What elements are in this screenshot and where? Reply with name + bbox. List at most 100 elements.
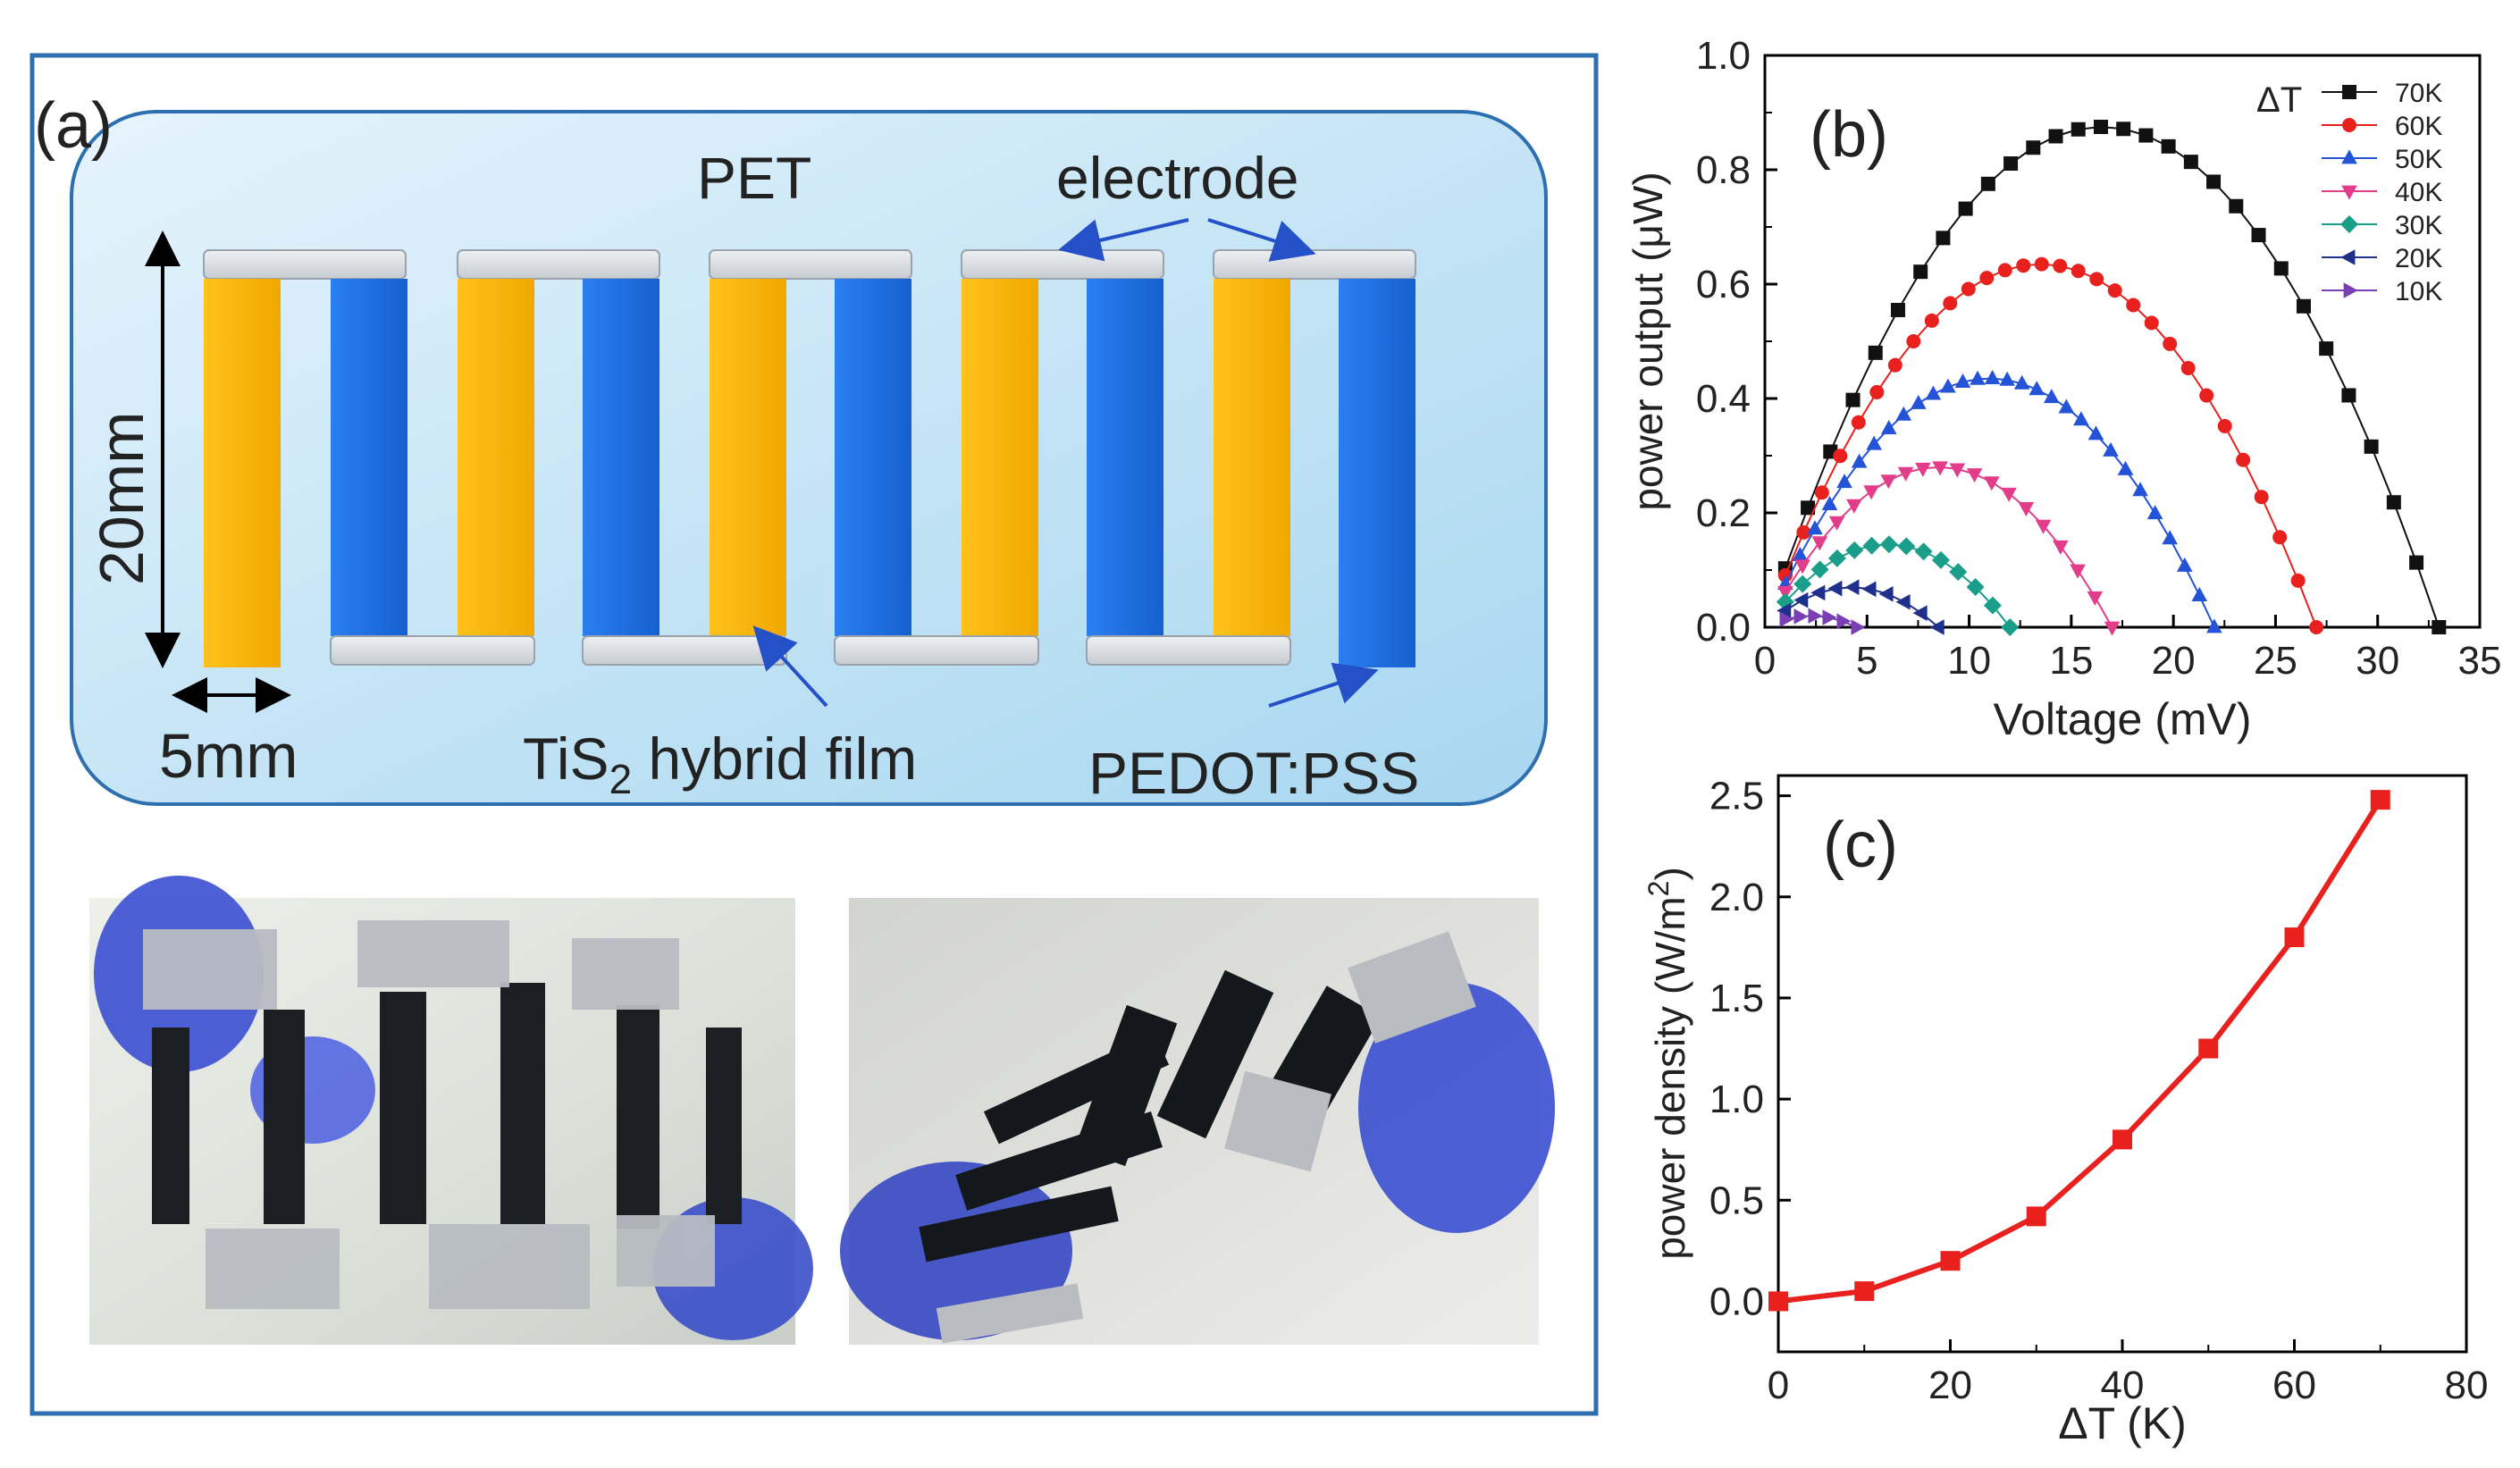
data-point-60K bbox=[2126, 298, 2141, 313]
chart-b-y-tick-label: 0.0 bbox=[1696, 606, 1751, 650]
data-point-40K bbox=[1846, 499, 1862, 514]
data-point-20K bbox=[1912, 605, 1928, 621]
data-point-50K bbox=[2029, 381, 2045, 396]
data-point-60K bbox=[2290, 573, 2306, 588]
power-density-point bbox=[2026, 1206, 2046, 1227]
legend-marker-10K bbox=[2343, 282, 2358, 298]
data-point-60K bbox=[1997, 263, 2012, 278]
chart-c-x-tick-label: 80 bbox=[2445, 1363, 2489, 1407]
data-point-60K bbox=[1979, 271, 1995, 286]
legend-label-60K: 60K bbox=[2395, 112, 2442, 141]
data-point-10K bbox=[1779, 611, 1794, 627]
data-point-50K bbox=[2103, 441, 2119, 457]
data-point-30K bbox=[1845, 541, 1864, 559]
chart-c-y-tick-label: 2.5 bbox=[1709, 775, 1764, 818]
data-point-50K bbox=[1970, 370, 1986, 385]
chart-b-panel-label: (b) bbox=[1810, 99, 1888, 171]
data-point-60K bbox=[2144, 315, 2159, 331]
data-point-20K bbox=[1777, 602, 1792, 619]
data-point-30K bbox=[1793, 575, 1812, 593]
legend-label-40K: 40K bbox=[2395, 178, 2442, 207]
chart-b-x-tick-label: 25 bbox=[2254, 639, 2297, 683]
data-point-70K bbox=[2183, 155, 2198, 170]
data-point-50K bbox=[1911, 394, 1927, 409]
legend-marker-60K bbox=[2342, 118, 2356, 132]
data-point-60K bbox=[2199, 388, 2214, 403]
chart-b-x-tick-label: 35 bbox=[2458, 639, 2502, 683]
bottom-electrode-3 bbox=[834, 635, 1039, 666]
data-point-70K bbox=[2409, 555, 2424, 570]
pedot-leg-3 bbox=[835, 279, 911, 636]
data-point-40K bbox=[2018, 502, 2035, 517]
data-point-30K bbox=[1879, 535, 1898, 554]
series-line-70K bbox=[1784, 126, 2440, 628]
data-point-40K bbox=[2053, 540, 2069, 555]
data-point-40K bbox=[1863, 485, 1879, 500]
data-point-30K bbox=[1862, 536, 1881, 555]
series-40K bbox=[1777, 461, 2121, 636]
tis2-leg-5 bbox=[1214, 279, 1290, 636]
chart-c-x-axis-title: ΔT (K) bbox=[2058, 1398, 2187, 1448]
series-20K bbox=[1777, 579, 1945, 635]
pedot-label: PEDOT:PSS bbox=[1088, 740, 1419, 806]
chart-b-legend-title: ΔT bbox=[2256, 80, 2302, 120]
chart-b-x-tick-label: 20 bbox=[2152, 639, 2196, 683]
chart-c-y-axis-title: power density (W/m2) bbox=[1642, 867, 1693, 1260]
data-point-50K bbox=[2073, 411, 2089, 426]
data-point-60K bbox=[1833, 449, 1848, 464]
data-point-50K bbox=[1807, 520, 1823, 535]
data-point-60K bbox=[2254, 490, 2269, 505]
electrode-label: electrode bbox=[1056, 145, 1299, 211]
data-point-50K bbox=[2058, 398, 2075, 414]
chart-b-x-tick-label: 10 bbox=[1947, 639, 1991, 683]
legend-label-10K: 10K bbox=[2395, 277, 2442, 306]
data-point-50K bbox=[1984, 370, 2001, 385]
data-point-50K bbox=[1792, 546, 1809, 561]
data-point-20K bbox=[1827, 580, 1843, 597]
pet-substrate bbox=[70, 110, 1548, 806]
height-label: 20mm bbox=[87, 412, 156, 585]
data-point-70K bbox=[2026, 140, 2041, 155]
photo-left bbox=[89, 876, 813, 1345]
power-output-chart: 0 5 10 15 20 25 30 35 0.0 0.2 0.4 0.6 0.8 1.0 (b) Vol… bbox=[1625, 34, 2501, 744]
data-point-50K bbox=[1880, 419, 1897, 434]
data-point-70K bbox=[2161, 138, 2176, 154]
chart-b-y-tick-label: 0.2 bbox=[1696, 491, 1751, 535]
data-point-50K bbox=[1866, 435, 1882, 450]
data-point-40K bbox=[1811, 536, 1828, 551]
data-point-60K bbox=[2107, 283, 2122, 298]
tis2-leg-4 bbox=[962, 279, 1038, 636]
data-point-70K bbox=[1845, 392, 1861, 407]
data-point-70K bbox=[2071, 122, 2086, 137]
tis2-label: TiS2 hybrid film bbox=[523, 726, 917, 802]
tis2-leg-2 bbox=[458, 279, 534, 636]
data-point-10K bbox=[1793, 608, 1809, 625]
data-point-30K bbox=[1810, 560, 1829, 579]
legend-label-50K: 50K bbox=[2395, 145, 2442, 174]
data-point-10K bbox=[1822, 609, 1837, 625]
data-point-70K bbox=[2206, 174, 2222, 189]
chart-b-series-layer bbox=[1776, 120, 2447, 636]
data-point-60K bbox=[2034, 256, 2049, 272]
chart-c-x-tick-label: 20 bbox=[1928, 1363, 1972, 1407]
chart-b-y-tick-label: 0.4 bbox=[1696, 377, 1751, 421]
data-point-60K bbox=[2089, 272, 2104, 287]
data-point-70K bbox=[2138, 128, 2154, 143]
pedot-leg-1 bbox=[331, 279, 407, 636]
data-point-70K bbox=[1890, 302, 1905, 317]
chart-c-y-tick-label: 0.0 bbox=[1709, 1279, 1764, 1323]
panel-a-label: (a) bbox=[34, 90, 113, 162]
chart-c-y-tick-label: 0.5 bbox=[1709, 1179, 1764, 1222]
data-point-70K bbox=[1868, 345, 1883, 360]
series-30K bbox=[1776, 535, 2020, 636]
data-point-30K bbox=[1897, 537, 1916, 556]
data-point-50K bbox=[1954, 373, 1971, 388]
data-point-70K bbox=[2432, 620, 2447, 634]
data-point-60K bbox=[1924, 313, 1939, 328]
tis2-leg-1 bbox=[204, 279, 281, 667]
photo-right bbox=[840, 898, 1555, 1345]
top-electrode-1 bbox=[203, 249, 407, 280]
data-point-70K bbox=[2296, 298, 2311, 314]
data-point-40K bbox=[2070, 564, 2086, 579]
legend-marker-30K bbox=[2340, 215, 2358, 233]
